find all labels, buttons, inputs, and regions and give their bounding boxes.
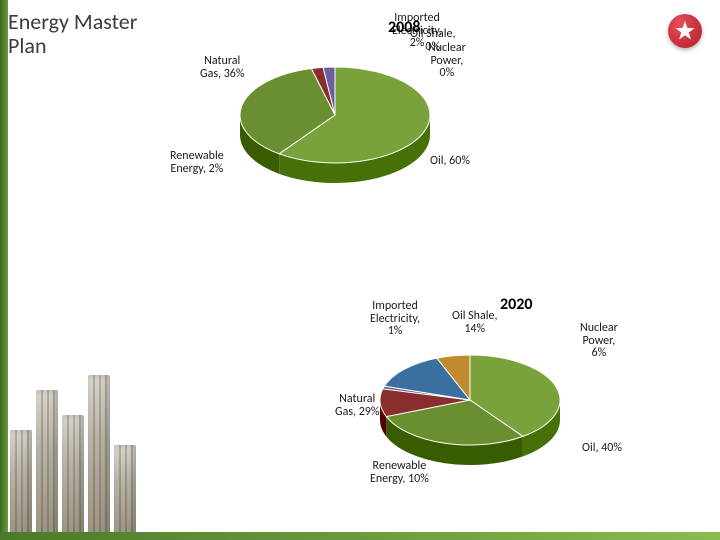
pie-label-renewable-energy: Renewable Energy, 10%	[370, 460, 429, 485]
pie-label-oil-shale: Oil Shale, 14%	[452, 310, 497, 335]
chart-title: 2008	[388, 18, 420, 37]
pie-label-imported-electricity: Imported Electricity, 1%	[370, 300, 420, 338]
chart-title: 2020	[500, 295, 532, 314]
pie-label-nuclear-power: Nuclear Power, 6%	[580, 322, 618, 360]
pie-label-nuclear-power: Nuclear Power, 0%	[428, 42, 466, 80]
pie-label-oil: Oil, 60%	[430, 155, 470, 168]
pie-label-natural-gas: Natural Gas, 36%	[200, 55, 244, 80]
pie-label-natural-gas: Natural Gas, 29%	[335, 393, 379, 418]
pie-label-oil: Oil, 40%	[582, 442, 622, 455]
pie-label-renewable-energy: Renewable Energy, 2%	[170, 150, 224, 175]
